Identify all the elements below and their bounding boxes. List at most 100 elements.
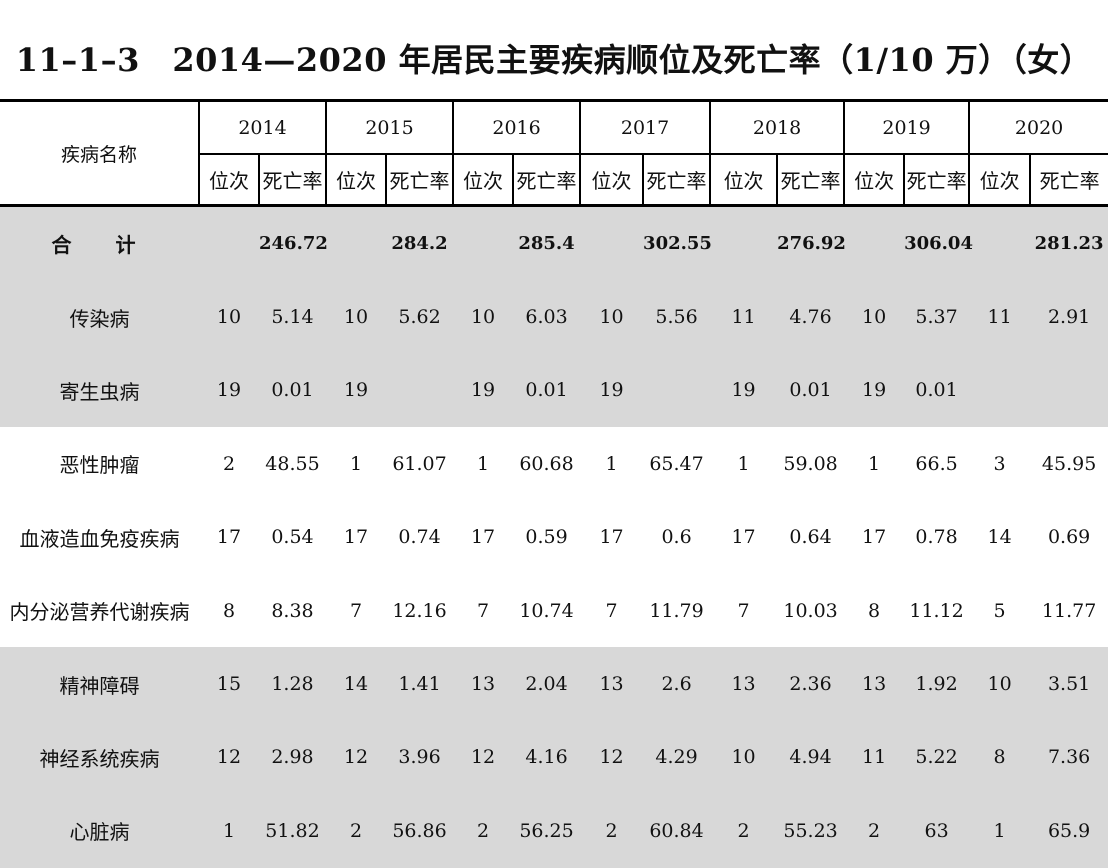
mortality-rate-cell: 0.01 bbox=[777, 353, 845, 428]
rank-cell: 8 bbox=[222, 599, 236, 622]
disease-name-cell: 内分泌营养代谢疾病 bbox=[9, 600, 190, 625]
rank-cell: 13 bbox=[453, 647, 514, 721]
rank-cell: 2 bbox=[710, 794, 778, 868]
rank-cell: 17 bbox=[861, 526, 887, 549]
rank-column-header: 位次 bbox=[709, 154, 778, 207]
rank-cell: 14 bbox=[326, 647, 387, 721]
mortality-table: 疾病名称 2014 2015 2016 2017 2018 2019 2020 … bbox=[0, 99, 1108, 868]
rank-cell: 19 bbox=[710, 353, 778, 428]
rank-cell: 1 bbox=[476, 452, 490, 475]
rank-cell bbox=[969, 353, 1031, 428]
disease-name-cell: 神经系统疾病 bbox=[0, 720, 199, 795]
rank-cell: 19 bbox=[580, 353, 644, 428]
year-header: 2014 bbox=[197, 99, 327, 155]
mortality-rate-cell: 1.92 bbox=[904, 647, 970, 721]
disease-name-cell: 合 计 bbox=[0, 205, 199, 281]
mortality-rate-cell bbox=[386, 353, 454, 428]
mortality-rate-cell: 65.47 bbox=[649, 452, 704, 475]
mortality-rate-cell: 8.38 bbox=[271, 599, 314, 622]
mortality-rate-cell: 12.16 bbox=[392, 599, 447, 622]
table-row: 神经系统疾病 12 2.98 12 3.96 12 4.16 12 4.29 10 4.94 11 5.… bbox=[0, 720, 1108, 795]
rank-column-header: 位次 bbox=[198, 154, 259, 207]
rank-cell: 10 bbox=[199, 280, 259, 354]
mortality-rate-cell: 0.64 bbox=[789, 526, 832, 549]
rank-cell: 12 bbox=[199, 720, 259, 795]
rank-cell: 10 bbox=[453, 280, 514, 354]
rank-cell bbox=[453, 205, 514, 281]
mortality-rate-cell: 276.92 bbox=[777, 205, 846, 281]
rank-cell bbox=[844, 205, 905, 281]
rank-cell: 13 bbox=[710, 647, 778, 721]
mortality-rate-cell: 285.4 bbox=[513, 205, 581, 281]
mortality-rate-cell: 3.51 bbox=[1030, 647, 1108, 721]
mortality-rate-cell: 56.86 bbox=[386, 794, 454, 868]
table-row: 内分泌营养代谢疾病 8 8.38 7 12.16 7 10.74 7 11.79 7 10.03 8 1… bbox=[0, 574, 1108, 647]
rank-cell: 13 bbox=[580, 647, 644, 721]
mortality-rate-cell bbox=[643, 353, 711, 428]
mortality-rate-cell: 2.98 bbox=[259, 720, 327, 795]
mortality-rate-cell: 61.07 bbox=[392, 452, 447, 475]
rank-cell: 10 bbox=[326, 280, 387, 354]
mortality-rate-cell: 10.03 bbox=[783, 599, 838, 622]
disease-name-cell: 精神障碍 bbox=[0, 647, 199, 721]
mortality-rate-cell: 1.28 bbox=[259, 647, 327, 721]
year-header: 2017 bbox=[579, 99, 711, 155]
mortality-rate-cell: 5.56 bbox=[643, 280, 711, 354]
mortality-rate-cell: 4.94 bbox=[777, 720, 845, 795]
table-row: 精神障碍 15 1.28 14 1.41 13 2.04 13 2.6 13 2.36 13 1.92 1… bbox=[0, 647, 1108, 721]
mortality-rate-cell: 0.59 bbox=[525, 526, 568, 549]
rank-cell: 2 bbox=[844, 794, 905, 868]
disease-name-cell: 恶性肿瘤 bbox=[59, 453, 140, 478]
rank-cell: 14 bbox=[987, 526, 1012, 549]
rank-cell: 1 bbox=[605, 452, 618, 475]
mortality-rate-cell: 4.16 bbox=[513, 720, 581, 795]
year-header: 2018 bbox=[709, 99, 845, 155]
rank-cell: 11 bbox=[710, 280, 778, 354]
mortality-rate-cell: 0.01 bbox=[513, 353, 581, 428]
table-title: 11–1–3 2014—2020 年居民主要疾病顺位及死亡率（1/10 万）（女… bbox=[15, 41, 1093, 79]
mortality-rate-cell: 0.74 bbox=[398, 526, 441, 549]
mortality-rate-cell: 7.36 bbox=[1030, 720, 1108, 795]
table-row: 血液造血免疫疾病 17 0.54 17 0.74 17 0.59 17 0.6 17 0.64 17 0… bbox=[0, 501, 1108, 574]
rank-cell: 19 bbox=[453, 353, 514, 428]
rank-cell bbox=[326, 205, 387, 281]
rank-cell: 5 bbox=[993, 599, 1006, 622]
rank-column-header: 位次 bbox=[843, 154, 905, 207]
mortality-rate-cell: 2.91 bbox=[1030, 280, 1108, 354]
subheader-row: 位次 死亡率 位次 死亡率 位次 死亡率 位次 死亡率 位次 死亡率 位次 死亡率 位次 死亡率 bbox=[0, 154, 1108, 207]
mortality-rate-cell: 59.08 bbox=[783, 452, 838, 475]
rank-cell: 17 bbox=[343, 526, 369, 549]
year-header: 2019 bbox=[843, 99, 970, 155]
year-header: 2016 bbox=[452, 99, 581, 155]
rank-cell: 11 bbox=[969, 280, 1031, 354]
rank-cell: 10 bbox=[710, 720, 778, 795]
rank-cell: 1 bbox=[969, 794, 1031, 868]
rate-column-header: 死亡率 bbox=[512, 154, 581, 207]
rank-cell: 19 bbox=[199, 353, 259, 428]
rank-cell: 3 bbox=[993, 452, 1006, 475]
rank-cell: 7 bbox=[605, 599, 618, 622]
rank-column-header: 位次 bbox=[325, 154, 387, 207]
table-row: 恶性肿瘤 2 48.55 1 61.07 1 60.68 1 65.47 1 59.08 1 66.5 3… bbox=[0, 427, 1108, 500]
rank-cell: 8 bbox=[868, 599, 881, 622]
mortality-rate-cell: 65.9 bbox=[1030, 794, 1108, 868]
rank-cell bbox=[199, 205, 259, 281]
mortality-rate-cell: 45.95 bbox=[1041, 452, 1097, 475]
rank-cell: 17 bbox=[470, 526, 496, 549]
mortality-rate-cell: 51.82 bbox=[259, 794, 327, 868]
disease-name-header: 疾病名称 bbox=[0, 99, 199, 207]
table-row: 心脏病 1 51.82 2 56.86 2 56.25 2 60.84 2 55.23 2 63 1 65.… bbox=[0, 794, 1108, 868]
rank-cell: 13 bbox=[844, 647, 905, 721]
rank-cell: 15 bbox=[199, 647, 259, 721]
mortality-rate-cell: 0.78 bbox=[915, 526, 958, 549]
rank-cell: 1 bbox=[868, 452, 881, 475]
rate-column-header: 死亡率 bbox=[257, 154, 327, 207]
rank-column-header: 位次 bbox=[579, 154, 644, 207]
mortality-rate-cell: 281.23 bbox=[1030, 205, 1108, 281]
mortality-rate-cell: 1.41 bbox=[386, 647, 454, 721]
mortality-rate-cell: 306.04 bbox=[904, 205, 973, 281]
mortality-rate-cell: 2.6 bbox=[643, 647, 711, 721]
mortality-rate-cell: 48.55 bbox=[265, 452, 320, 475]
rank-cell: 19 bbox=[844, 353, 905, 428]
